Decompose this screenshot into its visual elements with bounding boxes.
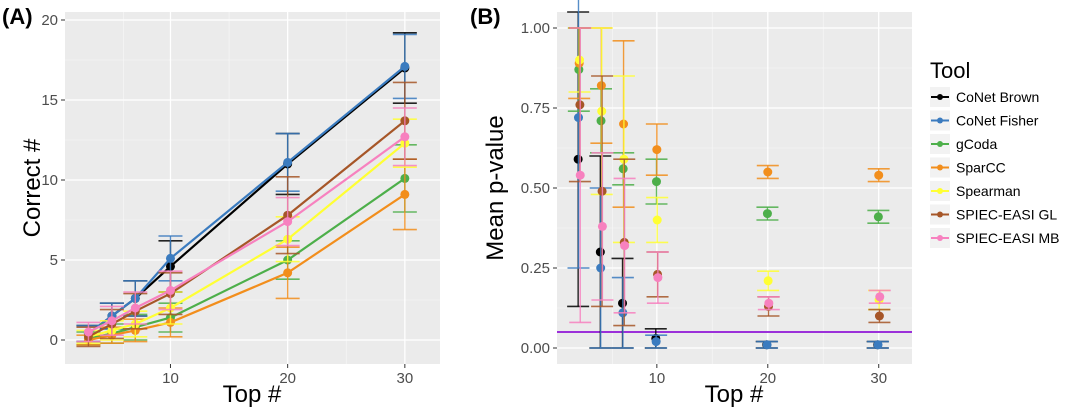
data-point: [165, 253, 175, 263]
panel-b-chart: 0.00 0.25 0.50 0.75 1.00 10 20 30: [521, 0, 912, 387]
data-point: [575, 170, 585, 180]
y-tick-label: 0.50: [521, 180, 550, 197]
panel-b-x-axis-title: Top #: [705, 381, 764, 408]
data-point: [283, 268, 293, 278]
legend-key-dot: [937, 211, 943, 218]
y-tick-label: 0.25: [521, 260, 550, 277]
legend-label: CoNet Brown: [956, 89, 1039, 105]
data-point: [165, 285, 175, 295]
data-point: [762, 209, 772, 219]
legend-item-spearman: Spearman: [930, 181, 1021, 201]
legend-title: Tool: [930, 58, 970, 83]
x-tick-label: 20: [759, 370, 776, 387]
x-tick-label: 30: [397, 370, 414, 387]
series-spiec-easi-mb: [76, 107, 417, 343]
legend-key-dot: [937, 94, 943, 100]
legend-key-dot: [937, 164, 943, 171]
data-point: [873, 340, 883, 350]
legend-key-dot: [937, 188, 943, 194]
data-point: [400, 189, 410, 199]
legend-label: CoNet Fisher: [956, 113, 1039, 129]
data-point: [283, 217, 293, 227]
data-point: [130, 303, 140, 313]
legend: Tool CoNet Brown CoNet Fisher gCoda SparCC S…: [930, 58, 1059, 248]
legend-label: SPIEC-EASI MB: [956, 230, 1059, 246]
data-point: [651, 177, 661, 187]
legend-item-sparcc: SparCC: [930, 157, 1006, 178]
data-point: [651, 337, 661, 347]
y-tick-label: 0.00: [521, 340, 550, 357]
data-point: [597, 221, 607, 231]
data-point: [652, 145, 662, 155]
x-tick-label: 10: [162, 370, 179, 387]
panel-a-y-axis-title: Correct #: [19, 138, 46, 237]
legend-label: Spearman: [956, 183, 1021, 199]
legend-label: SPIEC-EASI GL: [956, 207, 1057, 223]
data-point: [874, 170, 884, 180]
panel-a-x-axis-title: Top #: [223, 381, 282, 408]
panel-a-plot-area: [65, 12, 440, 364]
data-point: [596, 263, 606, 273]
y-tick-label: 5: [50, 252, 58, 269]
legend-item-conet-fisher: CoNet Fisher: [930, 110, 1039, 131]
y-tick-label: 10: [41, 172, 58, 189]
panel-b-label: (B): [470, 4, 501, 29]
y-tick-label: 0: [50, 332, 58, 349]
panel-a-chart: 0 5 10 15 20 10 20 30: [41, 12, 440, 387]
legend-label: gCoda: [956, 136, 997, 152]
data-point: [573, 113, 583, 123]
data-point: [83, 327, 93, 337]
legend-items: CoNet Brown CoNet Fisher gCoda SparCC Spearm…: [930, 87, 1059, 248]
data-point: [764, 298, 774, 308]
data-point: [762, 340, 772, 350]
data-point: [107, 316, 117, 326]
panel-a-label: (A): [2, 4, 33, 29]
x-tick-label: 10: [649, 370, 666, 387]
y-tick-label: 0.75: [521, 100, 550, 117]
y-tick-label: 20: [41, 12, 58, 29]
data-point: [763, 276, 773, 286]
y-tick-label: 1.00: [521, 20, 550, 37]
data-point: [652, 215, 662, 225]
data-point: [873, 212, 883, 222]
data-point: [875, 292, 885, 302]
legend-key-dot: [937, 235, 943, 241]
legend-key-dot: [937, 141, 943, 147]
y-tick-label: 15: [41, 92, 58, 109]
data-point: [400, 61, 410, 71]
data-point: [653, 273, 663, 283]
legend-item-conet-brown: CoNet Brown: [930, 87, 1039, 107]
legend-item-gcoda: gCoda: [930, 134, 997, 154]
data-point: [400, 132, 410, 142]
data-point: [763, 167, 773, 177]
legend-key-dot: [937, 117, 943, 124]
x-tick-label: 20: [279, 370, 296, 387]
legend-item-spiec-easi-gl: SPIEC-EASI GL: [930, 204, 1057, 225]
x-tick-label: 30: [870, 370, 887, 387]
legend-item-spiec-easi-mb: SPIEC-EASI MB: [930, 228, 1059, 248]
panel-b-y-axis-title: Mean p-value: [482, 115, 509, 260]
data-point: [620, 241, 630, 251]
data-point: [283, 157, 293, 167]
data-point: [874, 311, 884, 321]
legend-label: SparCC: [956, 160, 1006, 176]
series-spiec-easi-mb: [569, 27, 891, 324]
